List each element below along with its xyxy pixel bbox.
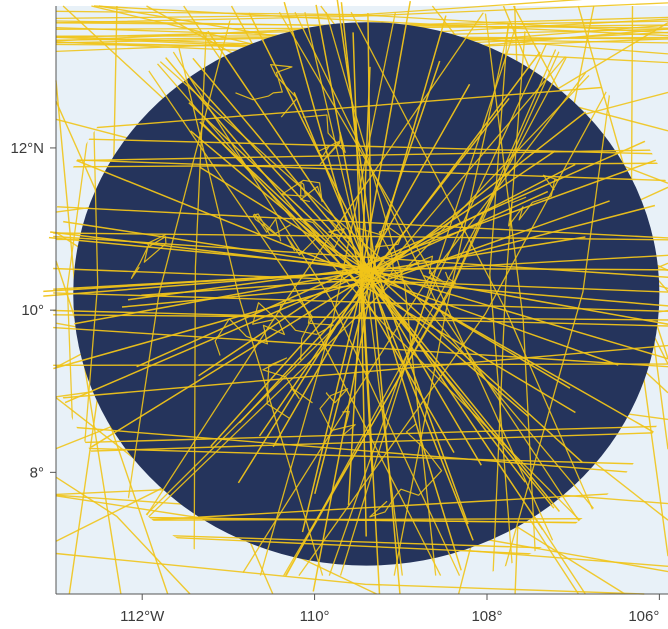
ship-track xyxy=(108,11,442,576)
ship-track xyxy=(55,476,191,595)
ship-track xyxy=(238,111,587,424)
ship-track xyxy=(53,292,668,313)
ship-track xyxy=(53,309,668,327)
longitude-axis: 112°W 110° 108° 106° xyxy=(120,594,660,625)
ship-track xyxy=(144,32,455,453)
ship-track xyxy=(302,114,346,165)
ship-track xyxy=(369,423,443,518)
ship-track xyxy=(55,0,583,16)
latitude-axis: 12°N 10° 8° xyxy=(10,140,56,481)
ship-track xyxy=(53,326,668,369)
ship-track xyxy=(53,254,668,290)
ship-track xyxy=(350,11,622,576)
ship-track xyxy=(53,515,668,525)
ship-track xyxy=(107,11,485,576)
ship-track xyxy=(252,213,291,242)
ship-track xyxy=(285,11,591,576)
lon-tick-label: 110° xyxy=(300,608,330,625)
ship-track xyxy=(55,2,668,24)
ship-track xyxy=(262,0,381,595)
ship-track xyxy=(259,12,397,576)
ship-track xyxy=(279,299,334,361)
ship-track xyxy=(298,11,651,576)
ship-track xyxy=(262,357,313,420)
ship-track xyxy=(202,123,576,414)
ship-track xyxy=(55,552,645,595)
ship-track xyxy=(193,12,208,576)
ship-track xyxy=(43,236,586,293)
ship-track xyxy=(283,11,578,576)
ship-track xyxy=(214,302,285,356)
ship-track xyxy=(104,11,651,577)
lat-tick-label: 10° xyxy=(21,302,44,319)
ship-track xyxy=(352,32,367,537)
ship-track xyxy=(53,517,668,522)
ship-track xyxy=(280,179,323,203)
ship-track xyxy=(43,190,549,301)
lat-tick-label: 8° xyxy=(30,464,44,481)
ship-track xyxy=(508,174,560,227)
ship-track xyxy=(147,11,461,576)
ship-track xyxy=(53,205,668,240)
ship-track xyxy=(286,217,352,256)
ship-track xyxy=(489,12,514,576)
ship-track xyxy=(240,11,633,576)
ship-track xyxy=(53,158,668,182)
ship-track xyxy=(53,235,668,279)
ship-track xyxy=(53,343,668,400)
ship-track xyxy=(492,12,528,576)
ship-track xyxy=(328,11,562,576)
ship-track xyxy=(53,232,668,241)
ship-track xyxy=(319,388,356,436)
ship-tracks-inside xyxy=(43,0,668,596)
lat-tick-label: 12°N xyxy=(10,140,44,157)
ship-track xyxy=(325,12,437,576)
ship-track xyxy=(169,12,324,576)
ship-track xyxy=(174,0,462,571)
ship-track xyxy=(130,233,167,279)
ship-track xyxy=(294,11,616,576)
lon-tick-label: 106° xyxy=(628,608,659,625)
ship-track xyxy=(53,431,668,453)
ship-track xyxy=(53,162,668,168)
ship-track xyxy=(484,12,538,576)
lon-tick-label: 112°W xyxy=(120,608,165,625)
ship-track xyxy=(393,255,457,284)
ship-track xyxy=(45,163,576,412)
ship-track xyxy=(53,446,668,466)
ship-track xyxy=(393,12,513,576)
ship-track xyxy=(43,234,668,369)
ship-track xyxy=(43,204,656,377)
ship-track xyxy=(53,363,668,366)
lon-tick-label: 108° xyxy=(471,608,502,625)
ship-track xyxy=(357,227,403,290)
ship-track xyxy=(235,63,298,118)
ship-track xyxy=(502,12,622,576)
